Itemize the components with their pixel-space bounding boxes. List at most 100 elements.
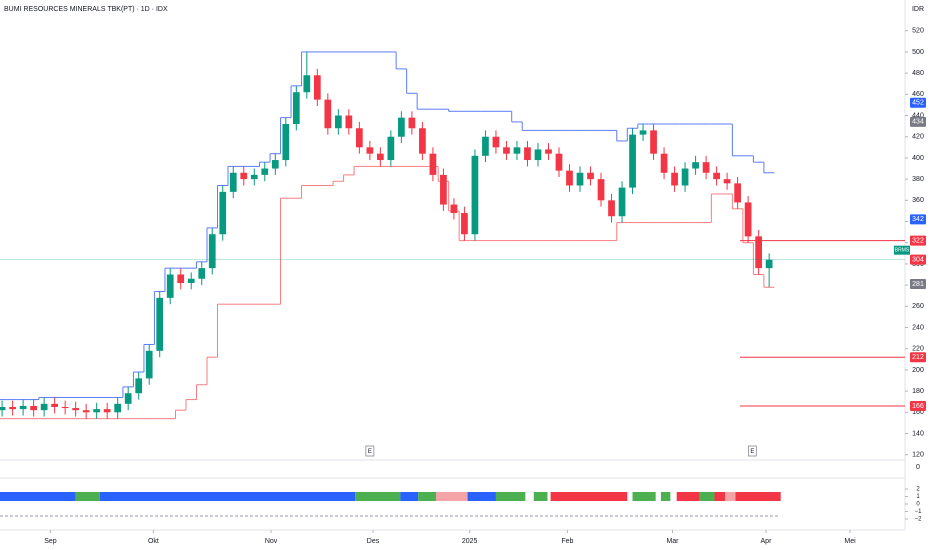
candle-body <box>72 408 80 411</box>
candle-body <box>282 124 290 161</box>
event-label: E <box>368 449 372 455</box>
candle-body <box>156 297 164 351</box>
regime-segment <box>735 492 781 501</box>
candle-body <box>0 407 6 411</box>
x-tick-label: Feb <box>561 538 573 545</box>
price-badge-label: 281 <box>912 281 924 288</box>
candle-body <box>450 204 458 214</box>
regime-segment <box>550 492 628 501</box>
candle-body <box>145 350 153 379</box>
candle-body <box>723 179 731 184</box>
candle-body <box>366 147 374 154</box>
price-badge-label: 166 <box>912 403 924 410</box>
regime-segment <box>400 492 419 501</box>
y-tick-label: 440 <box>912 112 924 119</box>
candle-body <box>124 393 132 404</box>
y-tick-label: 260 <box>912 303 924 310</box>
y-tick-label: 120 <box>912 452 924 459</box>
candle-body <box>734 183 741 203</box>
candle-body <box>482 136 489 156</box>
y-tick-label: 200 <box>912 367 924 374</box>
candle-body <box>765 259 773 269</box>
candle-body <box>61 407 69 409</box>
y-tick-label: 160 <box>912 409 924 416</box>
y-tick-label: 400 <box>912 155 924 162</box>
lower-tick-label: 2 <box>916 487 920 493</box>
candle-body <box>534 149 542 161</box>
regime-segment <box>0 492 76 501</box>
price-badge <box>910 254 926 265</box>
candle-body <box>639 130 647 135</box>
x-tick-label: Nov <box>265 538 278 545</box>
y-tick-label: 220 <box>912 346 924 353</box>
price-badge <box>910 97 926 108</box>
event-box <box>747 445 757 457</box>
candle-body <box>229 172 237 192</box>
candle-body <box>9 407 16 410</box>
candle-body <box>334 115 342 129</box>
candle-body <box>671 172 678 186</box>
candle-body <box>555 153 563 171</box>
candle-body <box>103 409 111 413</box>
candle-body <box>19 405 27 410</box>
candle-body <box>660 153 668 173</box>
price-badge-label: 434 <box>912 119 924 126</box>
candle-body <box>524 147 531 161</box>
candle-body <box>398 117 405 137</box>
chart-title: BUMI RESOURCES MINERALS TBK(PT) · 1D · I… <box>4 6 168 13</box>
candle-body <box>503 147 510 154</box>
price-badge <box>910 116 926 127</box>
price-badge <box>910 352 926 363</box>
candle-body <box>587 172 594 180</box>
candle-body <box>545 149 552 154</box>
candle-body <box>114 403 122 413</box>
y-tick-label: 520 <box>912 28 924 35</box>
y-tick-label: 180 <box>912 388 924 395</box>
event-label: E <box>750 449 754 455</box>
regime-segment <box>725 492 736 501</box>
candle-body <box>576 172 584 186</box>
y-tick-label: 380 <box>912 176 924 183</box>
symbol-badge <box>894 245 910 255</box>
regime-segment <box>418 492 437 501</box>
lower-tick-label: 1 <box>916 494 920 500</box>
candle-body <box>355 128 363 148</box>
y-tick-label: 480 <box>912 70 924 77</box>
y-tick-label: 420 <box>912 134 924 141</box>
regime-segment <box>632 492 656 501</box>
candle-body <box>702 162 710 173</box>
price-badge-label: 212 <box>912 354 924 361</box>
y-tick-label: 500 <box>912 49 924 56</box>
candle-body <box>250 174 258 180</box>
candle-body <box>166 274 174 298</box>
regime-segment <box>533 492 548 501</box>
y-tick-label: 360 <box>912 197 924 204</box>
price-badge <box>910 279 926 290</box>
candle-body <box>292 92 300 125</box>
regime-segment <box>75 492 100 501</box>
candle-body <box>692 162 699 169</box>
regime-segment <box>355 492 401 501</box>
price-badge-label: 322 <box>912 237 924 244</box>
candle-body <box>429 153 437 175</box>
candle-body <box>135 378 143 394</box>
candle-body <box>30 405 37 411</box>
candle-body <box>650 130 657 154</box>
candle-body <box>744 202 752 237</box>
candle-body <box>461 213 468 235</box>
regime-segment <box>99 492 356 501</box>
regime-segment <box>436 492 468 501</box>
candle-body <box>618 187 626 217</box>
candle-body <box>566 170 573 186</box>
candle-body <box>513 147 521 154</box>
x-tick-label: Mar <box>666 538 679 545</box>
candle-body <box>82 410 90 413</box>
lower-tick-label: 0 <box>916 502 920 508</box>
x-tick-label: Mei <box>844 538 856 545</box>
x-tick-label: 2025 <box>462 538 478 545</box>
price-badge-label: 452 <box>912 100 924 107</box>
candle-body <box>597 179 605 201</box>
candle-body <box>177 274 185 283</box>
